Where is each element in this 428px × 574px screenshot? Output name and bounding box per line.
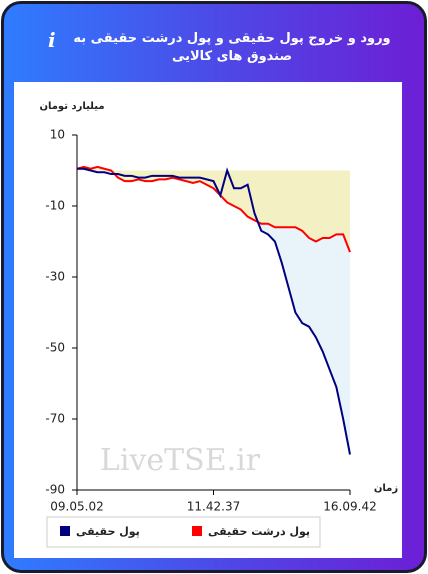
area [77, 168, 350, 455]
watermark: LiveTSE.ir [100, 443, 261, 478]
series-line [77, 167, 351, 455]
y-tick-label: -10 [45, 199, 65, 213]
y-tick-label: 10 [50, 128, 65, 142]
chart-title: ورود و خروج پول حقیقی و پول درشت حقیقی ب… [73, 31, 391, 64]
legend-box [46, 516, 321, 548]
legend-swatch [60, 526, 70, 536]
legend-swatch [192, 526, 202, 536]
info-icon[interactable]: i [48, 28, 56, 52]
legend-label: پول درشت حقیقی [208, 525, 310, 538]
area [77, 166, 350, 253]
x-tick-label: 16.09.42 [323, 500, 376, 514]
x-axis-label: زمان [374, 483, 398, 494]
series-line [76, 165, 351, 253]
y-tick-label: -30 [45, 270, 65, 284]
x-tick-label: 09.05.02 [50, 500, 103, 514]
y-tick-label: -50 [45, 341, 65, 355]
x-tick-label: 11.42.37 [187, 500, 240, 514]
y-tick-label: -90 [45, 483, 65, 497]
y-axis-label: میلیارد تومان [39, 101, 104, 112]
legend-label: پول حقیقی [76, 525, 140, 538]
y-tick-label: -70 [45, 412, 65, 426]
